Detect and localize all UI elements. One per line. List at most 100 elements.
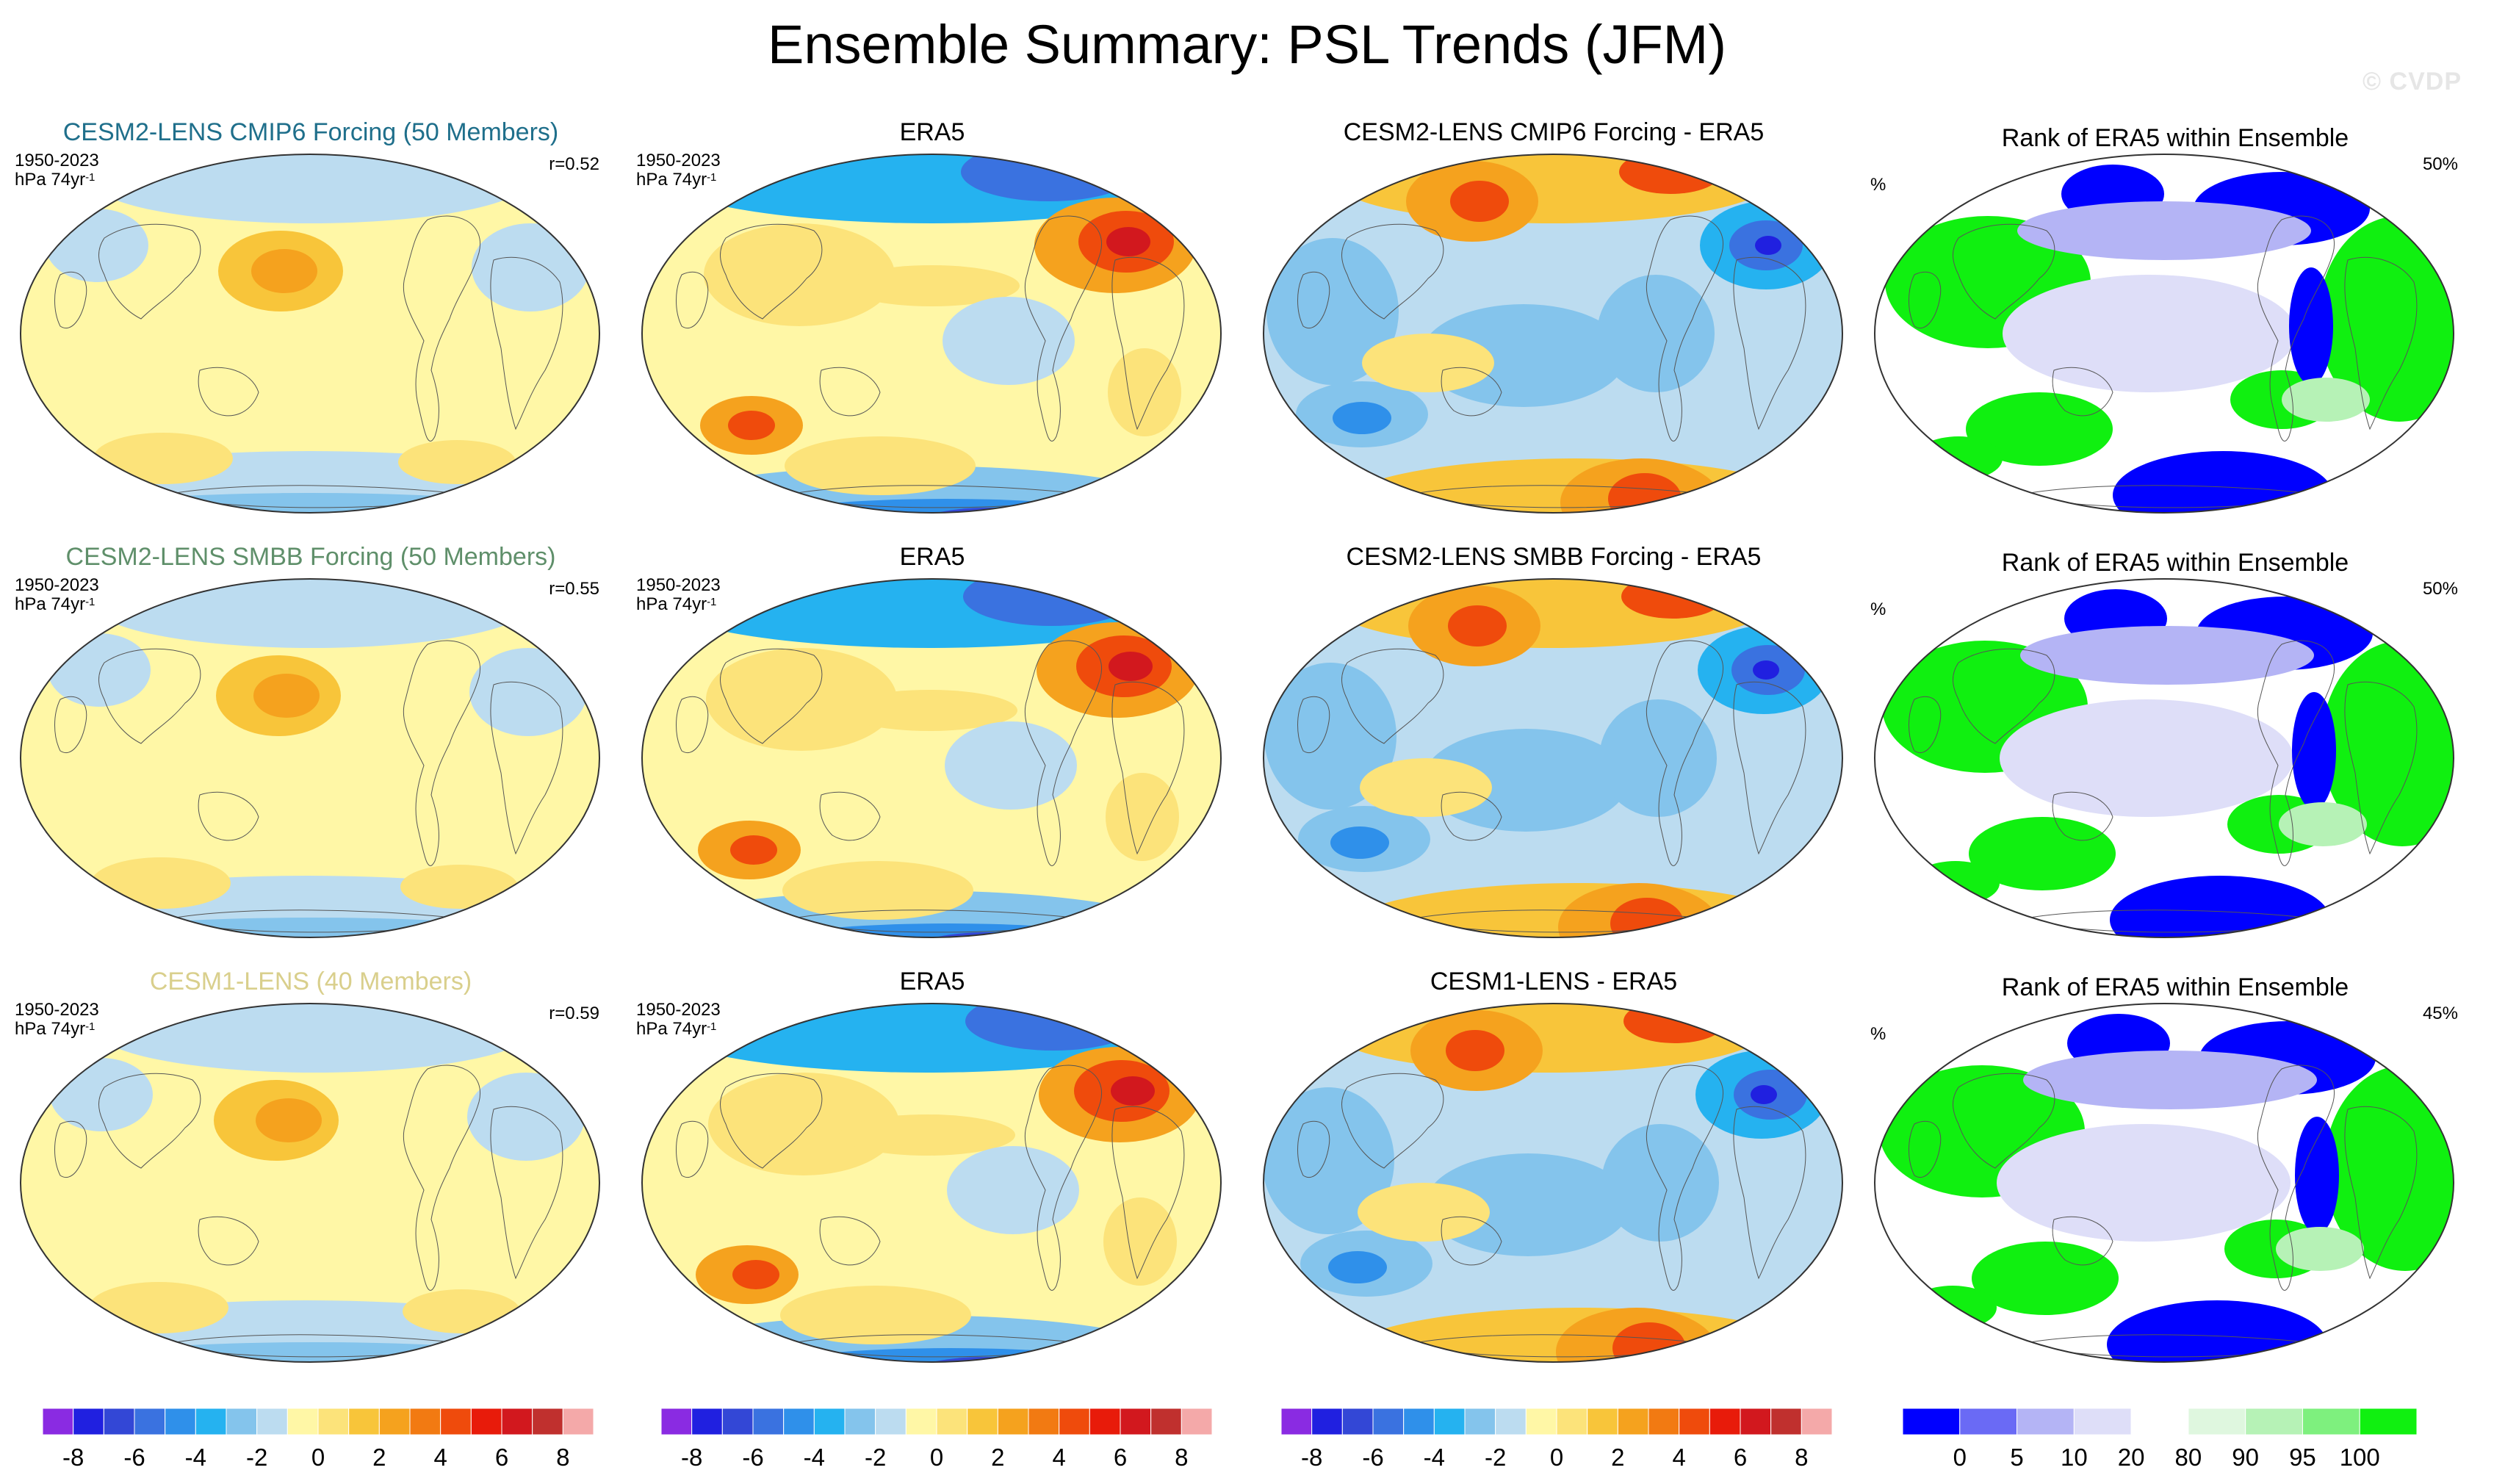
colorbar-tick-label: 6 (1733, 1444, 1748, 1471)
panel-obs-row1: ERA5 1950-2023 hPa 74yr-1 (621, 118, 1243, 538)
colorbar-swatch (1740, 1408, 1772, 1436)
colorbar-swatch (2073, 1408, 2132, 1436)
colorbar-tick-label: -8 (62, 1444, 84, 1471)
panel-title: CESM2-LENS CMIP6 Forcing (50 Members) (62, 118, 559, 146)
colorbar-swatch (1495, 1408, 1527, 1436)
panel-obs-row2: ERA5 1950-2023 hPa 74yr-1 (621, 542, 1243, 962)
panel-title: ERA5 (899, 968, 965, 995)
rank-percent-value: 50% (2422, 154, 2458, 174)
colorbar-tick-label: 2 (1611, 1444, 1625, 1471)
colorbar-tick-label: 0 (1549, 1444, 1564, 1471)
colorbar-swatch (226, 1408, 258, 1436)
colorbar-tick-label: 80 (2174, 1444, 2202, 1471)
colorbar-swatch (1770, 1408, 1802, 1436)
colorbar-swatch (1902, 1408, 1961, 1436)
panel-title: ERA5 (899, 543, 965, 571)
colorbar-tick-label: 90 (2232, 1444, 2260, 1471)
colorbar-swatch (875, 1408, 907, 1436)
period-units-label: 1950-2023 hPa 74yr-1 (15, 576, 99, 614)
colorbar-swatch (997, 1408, 1029, 1436)
colorbar-swatch (256, 1408, 288, 1436)
units-exponent: -1 (85, 171, 95, 184)
colorbar-tick-label: 2 (991, 1444, 1005, 1471)
panel-rank-row3: Rank of ERA5 within Ensemble% 45% (1864, 967, 2486, 1387)
colorbar-tick-label: 10 (2060, 1444, 2088, 1471)
map-obs (641, 578, 1222, 938)
colorbar-tick-label: 8 (1175, 1444, 1189, 1471)
units-exponent: -1 (707, 1020, 717, 1033)
map-obs (641, 1003, 1222, 1363)
colorbar-swatch (165, 1408, 196, 1436)
panel-diff-row2: CESM2-LENS SMBB Forcing - ERA5 (1243, 542, 1864, 962)
map-outline (1263, 154, 1843, 514)
colorbar-trend-2: -8 -6 -4 -2 0 2 4 6 8 (660, 1408, 1213, 1482)
colorbar-swatch (103, 1408, 135, 1436)
colorbar-swatch (783, 1408, 815, 1436)
panel-model-row3: CESM1-LENS (40 Members) 1950-2023 hPa 74yr… (0, 967, 621, 1387)
colorbar-tick-label: -6 (123, 1444, 145, 1471)
colorbar-swatch (936, 1408, 968, 1436)
colorbar-swatch (1556, 1408, 1588, 1436)
period-units-label: 1950-2023 hPa 74yr-1 (636, 1001, 721, 1039)
colorbar-swatch (1181, 1408, 1213, 1436)
colorbar-swatch (42, 1408, 74, 1436)
colorbar-swatch (1059, 1408, 1090, 1436)
period-units-label: 1950-2023 hPa 74yr-1 (636, 576, 721, 614)
colorbar-swatches (42, 1408, 594, 1436)
years-label: 1950-2023 (15, 1000, 99, 1020)
panel-model-row1: CESM2-LENS CMIP6 Forcing (50 Members) 195… (0, 118, 621, 538)
colorbar-rank-4: 0 5 10 20 80 90 95 100 (1902, 1408, 2418, 1482)
colorbar-swatch (1648, 1408, 1680, 1436)
colorbar-swatch (2359, 1408, 2418, 1436)
colorbar-swatch (1617, 1408, 1649, 1436)
colorbar-swatch (721, 1408, 754, 1436)
colorbar-tick-label: 20 (2117, 1444, 2145, 1471)
pattern-correlation: r=0.55 (549, 579, 599, 599)
map-outline (641, 154, 1222, 514)
rank-percent-value: 45% (2422, 1004, 2458, 1023)
units-exponent: -1 (707, 596, 717, 608)
units-exponent: -1 (85, 596, 95, 608)
colorbar-tick-label: -6 (1362, 1444, 1384, 1471)
period-units-label: 1950-2023 hPa 74yr-1 (15, 151, 99, 190)
units-label: hPa 74yr (636, 594, 707, 614)
map-diff (1263, 1003, 1843, 1363)
colorbar-tick-label: -8 (680, 1444, 703, 1471)
colorbar-swatch (1150, 1408, 1182, 1436)
colorbar-trend-1: -8 -6 -4 -2 0 2 4 6 8 (42, 1408, 594, 1482)
colorbar-swatch (905, 1408, 937, 1436)
cvdp-watermark: © CVDP (2363, 68, 2462, 96)
colorbar-tick-label: 2 (372, 1444, 386, 1471)
units-label: hPa 74yr (15, 594, 86, 614)
units-label: hPa 74yr (636, 1019, 707, 1039)
map-model (20, 1003, 600, 1363)
map-diff (1263, 154, 1843, 514)
percent-symbol: % (1870, 175, 1886, 195)
panel-title: CESM2-LENS SMBB Forcing (50 Members) (65, 543, 556, 571)
colorbar-tick-label: 4 (1052, 1444, 1066, 1471)
rank-percent-value: 50% (2422, 579, 2458, 599)
panel-diff-row3: CESM1-LENS - ERA5 (1243, 967, 1864, 1387)
colorbar-tick-label: 95 (2289, 1444, 2316, 1471)
colorbar-swatch (1341, 1408, 1374, 1436)
panel-model-row2: CESM2-LENS SMBB Forcing (50 Members) 1950… (0, 542, 621, 962)
colorbar-tick-label: -6 (742, 1444, 764, 1471)
colorbar-swatch (1679, 1408, 1710, 1436)
colorbar-swatch (1372, 1408, 1405, 1436)
colorbar-swatch (2017, 1408, 2075, 1436)
colorbar-tick-label: -2 (1484, 1444, 1507, 1471)
panel-title: CESM2-LENS CMIP6 Forcing - ERA5 (1343, 118, 1765, 146)
colorbar-trend-3: -8 -6 -4 -2 0 2 4 6 8 (1280, 1408, 1833, 1482)
colorbar-swatch (134, 1408, 166, 1436)
colorbar-tick-label: 8 (1795, 1444, 1809, 1471)
colorbar-tick-label: -4 (184, 1444, 206, 1471)
colorbar-swatch (1120, 1408, 1152, 1436)
map-rank (1874, 578, 2454, 938)
map-outline (20, 154, 600, 514)
years-label: 1950-2023 (15, 575, 99, 595)
colorbar-swatch (1587, 1408, 1618, 1436)
colorbar-swatch (286, 1408, 319, 1436)
map-outline (1874, 578, 2454, 938)
pattern-correlation: r=0.52 (549, 154, 599, 174)
map-outline (20, 578, 600, 938)
